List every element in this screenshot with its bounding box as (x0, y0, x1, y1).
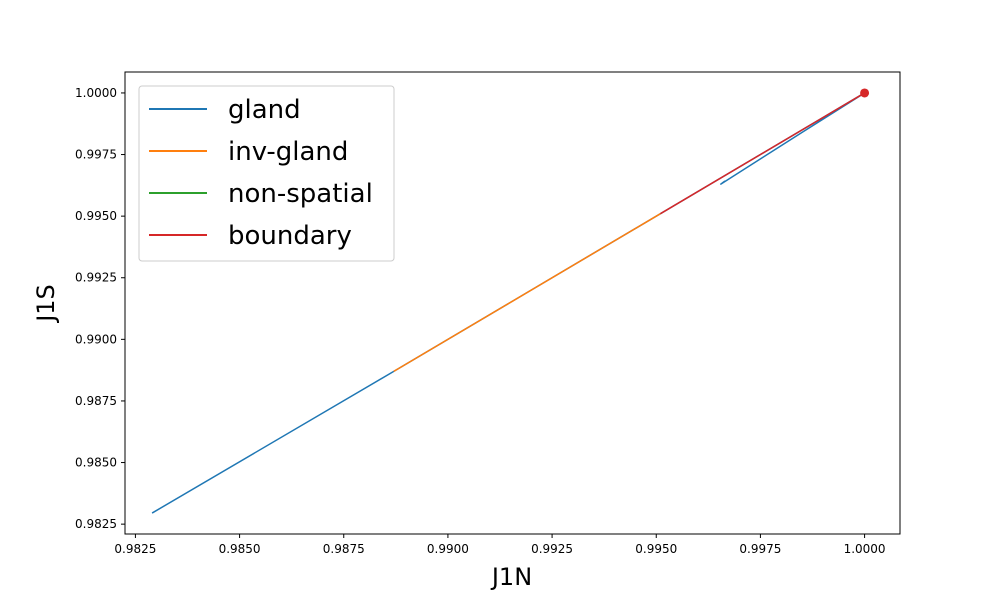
legend: gland inv-gland non-spatial boundary (138, 85, 395, 262)
legend-label-gland: gland (228, 95, 301, 125)
series-layer (151, 92, 866, 514)
x-tick-label: 0.9975 (739, 542, 781, 556)
series-line-inv-gland (393, 213, 661, 373)
y-tick-label: 0.9900 (75, 332, 117, 346)
y-tick-label: 0.9950 (75, 209, 117, 223)
y-tick-label: 0.9975 (75, 148, 117, 162)
x-axis-label: J1N (490, 563, 532, 591)
y-tick-label: 0.9850 (75, 456, 117, 470)
series-line-gland (151, 92, 866, 514)
x-tick-label: 0.9950 (635, 542, 677, 556)
x-tick-label: 0.9925 (531, 542, 573, 556)
y-axis-label: J1S (32, 284, 60, 324)
x-tick-label: 1.0000 (844, 542, 886, 556)
legend-label-boundary: boundary (228, 221, 352, 251)
x-tick-label: 0.9825 (114, 542, 156, 556)
x-tick-label: 0.9850 (219, 542, 261, 556)
legend-label-non-spatial: non-spatial (228, 179, 373, 209)
x-axis-ticks: 0.9825 0.9850 0.9875 0.9900 0.9925 0.9950 0.99… (114, 534, 886, 556)
x-tick-label: 0.9900 (427, 542, 469, 556)
y-tick-label: 0.9825 (75, 517, 117, 531)
legend-label-inv-gland: inv-gland (228, 137, 348, 167)
marker-layer (860, 88, 870, 98)
y-tick-label: 0.9875 (75, 394, 117, 408)
legend-box (138, 85, 395, 262)
series-end-marker (860, 88, 870, 98)
y-tick-label: 1.0000 (75, 86, 117, 100)
x-tick-label: 0.9875 (323, 542, 365, 556)
y-axis-ticks: 0.9825 0.9850 0.9875 0.9900 0.9925 0.9950 0.99… (75, 86, 125, 531)
y-tick-label: 0.9925 (75, 271, 117, 285)
plot-frame (124, 71, 901, 535)
series-line-boundary (660, 92, 865, 215)
